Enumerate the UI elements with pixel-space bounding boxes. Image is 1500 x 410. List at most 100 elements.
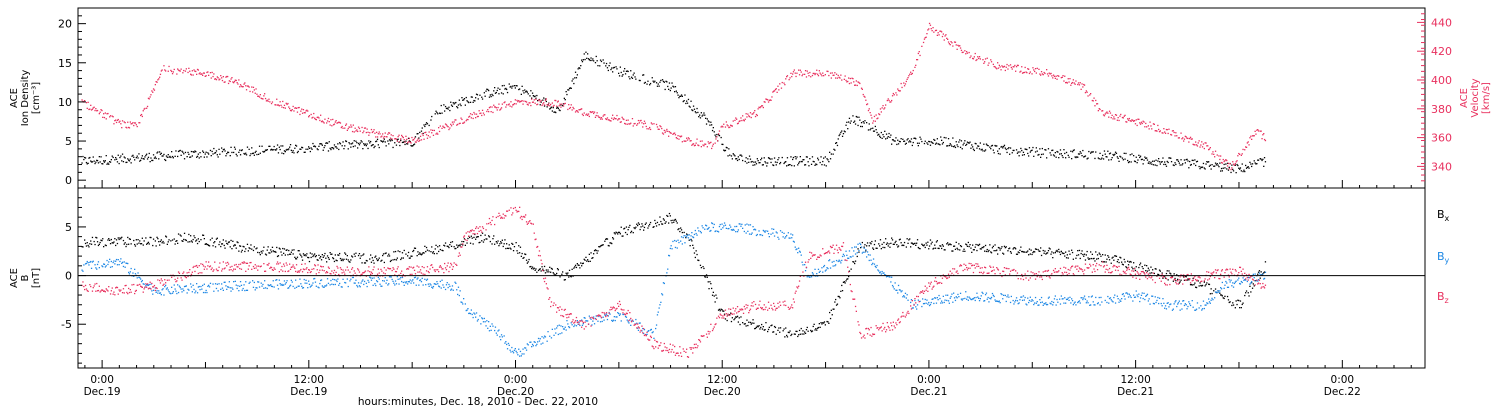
by-point — [459, 290, 461, 292]
velocity-point — [123, 121, 125, 123]
by-point — [281, 283, 283, 286]
velocity-point — [322, 121, 324, 123]
bx-point — [1015, 253, 1018, 255]
by-point — [384, 277, 386, 279]
bx-point — [632, 232, 634, 234]
velocity-point — [649, 126, 651, 129]
velocity-point — [636, 124, 638, 126]
by-point — [177, 291, 180, 294]
bx-point — [676, 222, 678, 224]
bx-point — [171, 239, 174, 241]
velocity-point — [966, 52, 969, 54]
velocity-point — [1071, 81, 1074, 84]
bx-point — [873, 243, 876, 246]
bx-point — [388, 255, 391, 257]
ion-density-point — [900, 138, 902, 140]
velocity-point — [228, 80, 230, 82]
ion-density-point — [571, 80, 573, 82]
by-point — [534, 341, 536, 343]
bx-point — [198, 240, 200, 243]
ion-density-point — [223, 148, 225, 150]
ion-density-point — [1227, 169, 1230, 171]
by-point — [171, 292, 174, 294]
ion-density-point — [89, 156, 91, 159]
velocity-point — [1264, 139, 1267, 142]
ion-density-point — [832, 153, 834, 155]
bx-point — [537, 269, 540, 272]
ion-density-point — [467, 101, 469, 103]
bx-point — [1232, 304, 1235, 306]
velocity-point — [1212, 151, 1214, 153]
ion-density-point — [692, 105, 695, 107]
by-point — [222, 289, 224, 291]
ion-density-point — [1255, 163, 1257, 165]
bx-point — [1087, 257, 1089, 259]
velocity-point — [91, 108, 94, 110]
velocity-point — [233, 80, 236, 83]
by-point — [951, 293, 953, 295]
ion-density-point — [452, 102, 454, 104]
ion-density-point — [325, 142, 327, 144]
velocity-point — [333, 123, 336, 125]
velocity-point — [1139, 122, 1141, 124]
bx-point — [341, 258, 343, 260]
bx-point — [175, 240, 177, 242]
velocity-point — [128, 127, 131, 129]
velocity-point — [415, 141, 417, 143]
ion-density-point — [948, 144, 950, 147]
ion-density-point — [589, 59, 591, 62]
velocity-point — [284, 107, 286, 109]
bx-point — [91, 236, 94, 239]
ion-density-point — [892, 139, 894, 141]
bx-point — [1258, 270, 1261, 272]
ion-density-point — [227, 151, 229, 153]
bx-point — [184, 239, 187, 241]
velocity-point — [526, 103, 528, 105]
ion-density-point — [177, 155, 179, 158]
bx-point — [360, 255, 362, 257]
bx-point — [377, 259, 379, 261]
bx-point — [978, 243, 981, 245]
by-point — [692, 236, 695, 239]
velocity-point — [1077, 83, 1079, 86]
ion-density-point — [261, 145, 263, 147]
bx-point — [187, 241, 189, 243]
bx-point — [574, 266, 576, 268]
velocity-point — [1005, 66, 1007, 68]
velocity-point — [456, 124, 458, 126]
velocity-point — [1024, 66, 1026, 69]
velocity-point — [737, 122, 739, 124]
velocity-point — [1140, 121, 1143, 123]
ion-density-point — [151, 159, 153, 162]
ion-density-point — [766, 165, 768, 167]
bx-point — [598, 246, 600, 248]
ion-density-point — [224, 150, 226, 152]
bx-point — [450, 245, 453, 247]
bx-point — [924, 246, 926, 249]
bx-point — [282, 247, 284, 250]
by-point — [1088, 296, 1090, 298]
velocity-point — [1174, 135, 1176, 137]
bx-point — [911, 242, 913, 244]
velocity-point — [494, 106, 497, 108]
bx-point — [846, 278, 848, 280]
bx-point — [806, 326, 808, 329]
by-point — [1054, 295, 1056, 297]
ion-density-point — [1239, 168, 1241, 170]
ion-density-point — [966, 143, 968, 145]
velocity-point — [669, 132, 671, 134]
by-point — [295, 286, 298, 288]
ion-density-point — [895, 137, 897, 139]
ion-density-point — [332, 147, 334, 149]
ion-density-point — [466, 100, 468, 102]
bx-point — [381, 259, 383, 261]
velocity-point — [1115, 114, 1118, 116]
velocity-point — [900, 82, 902, 85]
ion-density-point — [459, 103, 461, 105]
bx-point — [314, 256, 317, 258]
by-point — [145, 285, 147, 287]
ion-density-point — [889, 136, 891, 138]
ion-density-point — [253, 154, 255, 156]
bx-point — [1106, 258, 1108, 260]
ion-density-point — [140, 157, 143, 159]
